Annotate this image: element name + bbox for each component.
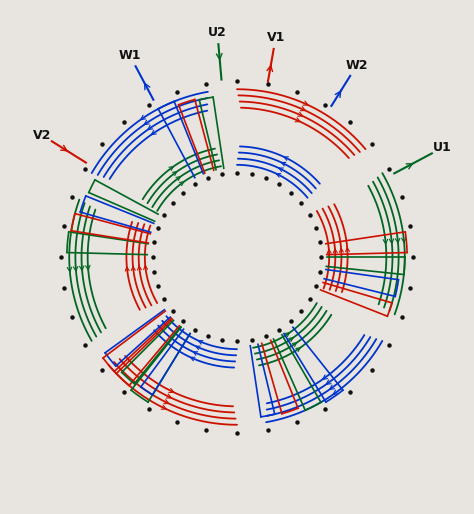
Text: W2: W2 <box>345 59 368 72</box>
Text: U1: U1 <box>433 141 452 154</box>
Text: W1: W1 <box>119 49 141 62</box>
Text: U2: U2 <box>208 26 227 39</box>
Text: V2: V2 <box>33 128 51 141</box>
Text: V1: V1 <box>266 31 285 44</box>
